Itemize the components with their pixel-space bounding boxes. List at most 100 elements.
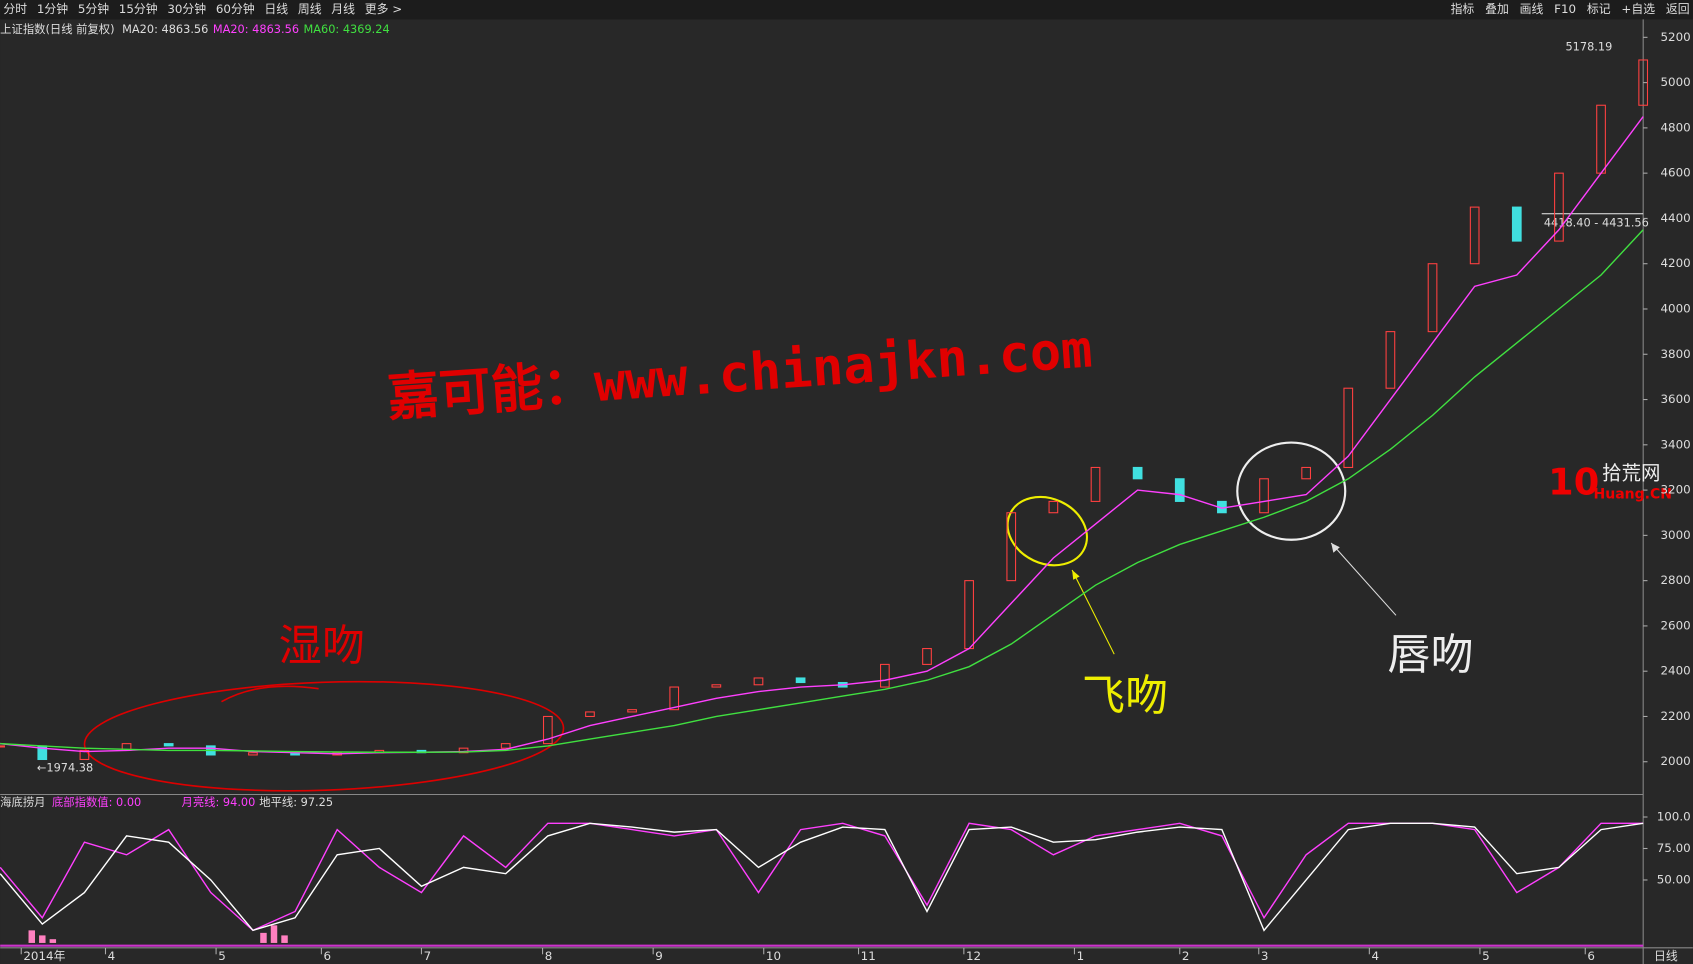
y-tick-label: 3800: [1660, 347, 1690, 361]
x-tick-label: 2: [1182, 949, 1190, 963]
toolbar-button[interactable]: 周线: [298, 2, 322, 16]
bottom-bar: [270, 925, 278, 943]
y-tick-label: 3400: [1660, 437, 1690, 451]
candle: [0, 745, 6, 748]
candle: [753, 677, 764, 686]
x-tick-label: 3: [1261, 949, 1269, 963]
toolbar-button[interactable]: 15分钟: [119, 2, 158, 16]
candle: [1301, 466, 1312, 480]
candle: [1469, 206, 1480, 265]
y-tick-label: 75.00: [1657, 841, 1691, 855]
x-tick-label: 1: [1077, 949, 1085, 963]
candle: [627, 709, 637, 713]
candle: [248, 752, 258, 756]
y-tick-label: 5200: [1660, 30, 1690, 44]
toolbar-button[interactable]: +自选: [1621, 2, 1655, 16]
x-tick-label: 9: [655, 949, 663, 963]
toolbar-button[interactable]: 30分钟: [167, 2, 206, 16]
y-tick-label: 4400: [1660, 211, 1690, 225]
candle: [795, 677, 806, 684]
x-tick-label: 2014年: [23, 949, 65, 963]
candle: [79, 749, 90, 761]
toolbar-button[interactable]: 5分钟: [78, 2, 109, 16]
toolbar-button[interactable]: 60分钟: [216, 2, 255, 16]
candle: [1638, 59, 1649, 106]
chart-title: 上证指数(日线 前复权): [0, 22, 114, 36]
indicator-legend: 地平线: 97.25: [259, 795, 333, 809]
y-tick-label: 4200: [1660, 256, 1690, 270]
x-tick-label: 10: [766, 949, 781, 963]
bottom-bar: [39, 935, 46, 943]
toolbar-button[interactable]: 1分钟: [37, 2, 68, 16]
toolbar-button[interactable]: 叠加: [1485, 2, 1509, 16]
x-tick-label: 7: [424, 949, 432, 963]
toolbar-button[interactable]: 日线: [264, 2, 288, 16]
logo-text: 拾荒网: [1602, 461, 1660, 484]
bottom-bar: [260, 932, 267, 943]
y-tick-label: 2600: [1660, 618, 1690, 632]
y-tick-label: 5000: [1660, 75, 1690, 89]
lip-kiss-label: 唇吻: [1387, 630, 1473, 680]
candle: [711, 684, 722, 688]
high-label: 5178.19: [1565, 39, 1612, 53]
ma60-legend: MA60: 4369.24: [304, 22, 390, 36]
y-tick-label: 3600: [1660, 392, 1690, 406]
y-tick-label: 50.00: [1657, 872, 1691, 886]
toolbar-button[interactable]: 画线: [1520, 2, 1544, 16]
candle: [922, 648, 932, 665]
y-tick-label: 4000: [1660, 301, 1690, 315]
ma20-legend: MA20: 4863.56: [213, 22, 299, 36]
fly-kiss-circle: [1006, 495, 1088, 567]
candle: [1511, 206, 1522, 242]
candle: [163, 743, 174, 747]
toolbar-button[interactable]: 月线: [331, 2, 355, 16]
candle: [669, 686, 680, 711]
toolbar-button[interactable]: 更多 >: [365, 2, 402, 16]
y-tick-label: 4600: [1660, 166, 1690, 180]
candle: [1385, 331, 1396, 389]
period-label: 日线: [1654, 949, 1678, 963]
fly-kiss-label: 飞吻: [1082, 671, 1168, 721]
series-line: [0, 229, 1644, 753]
range-label: 4418.40 - 4431.56: [1544, 215, 1649, 229]
candle: [1259, 478, 1269, 514]
toolbar: [0, 0, 1693, 20]
toolbar-button[interactable]: F10: [1554, 2, 1576, 16]
candle: [1048, 500, 1059, 514]
y-tick-label: 2400: [1660, 664, 1690, 678]
x-tick-label: 6: [1587, 949, 1595, 963]
logo-number: 10: [1548, 460, 1599, 503]
indicator-legend: 月亮线: 94.00: [182, 795, 256, 809]
wet-kiss-label: 湿吻: [279, 622, 365, 672]
logo-sub: Huang.CN: [1594, 487, 1673, 503]
candle: [1090, 466, 1101, 502]
indicator-title: 海底捞月: [0, 795, 45, 809]
wet-kiss-stroke: [221, 685, 319, 703]
x-tick-label: 4: [108, 949, 116, 963]
x-tick-label: 5: [218, 949, 226, 963]
toolbar-button[interactable]: 标记: [1587, 2, 1611, 16]
x-tick-label: 6: [324, 949, 332, 963]
x-tick-label: 12: [966, 949, 981, 963]
bottom-bar: [281, 935, 288, 943]
x-tick-label: 8: [545, 949, 553, 963]
fly-kiss-arrow: [1071, 569, 1115, 655]
y-tick-label: 2800: [1660, 573, 1690, 587]
toolbar-button[interactable]: 返回: [1666, 2, 1690, 16]
lip-kiss-arrow: [1330, 542, 1397, 616]
candle: [585, 711, 595, 718]
y-tick-label: 2000: [1660, 754, 1690, 768]
y-tick-label: 2200: [1660, 709, 1690, 723]
candle: [1132, 466, 1143, 480]
fly-kiss-arrowhead: [1072, 569, 1080, 580]
candle: [1006, 512, 1017, 582]
indicator-legend: 底部指数值: 0.00: [52, 795, 141, 809]
toolbar-button[interactable]: 指标: [1451, 2, 1475, 16]
candle: [1427, 263, 1438, 333]
toolbar-button[interactable]: 分时: [3, 2, 27, 16]
bottom-bar: [49, 939, 57, 943]
series-line: [0, 822, 1644, 932]
low-label: ←1974.38: [37, 761, 93, 775]
